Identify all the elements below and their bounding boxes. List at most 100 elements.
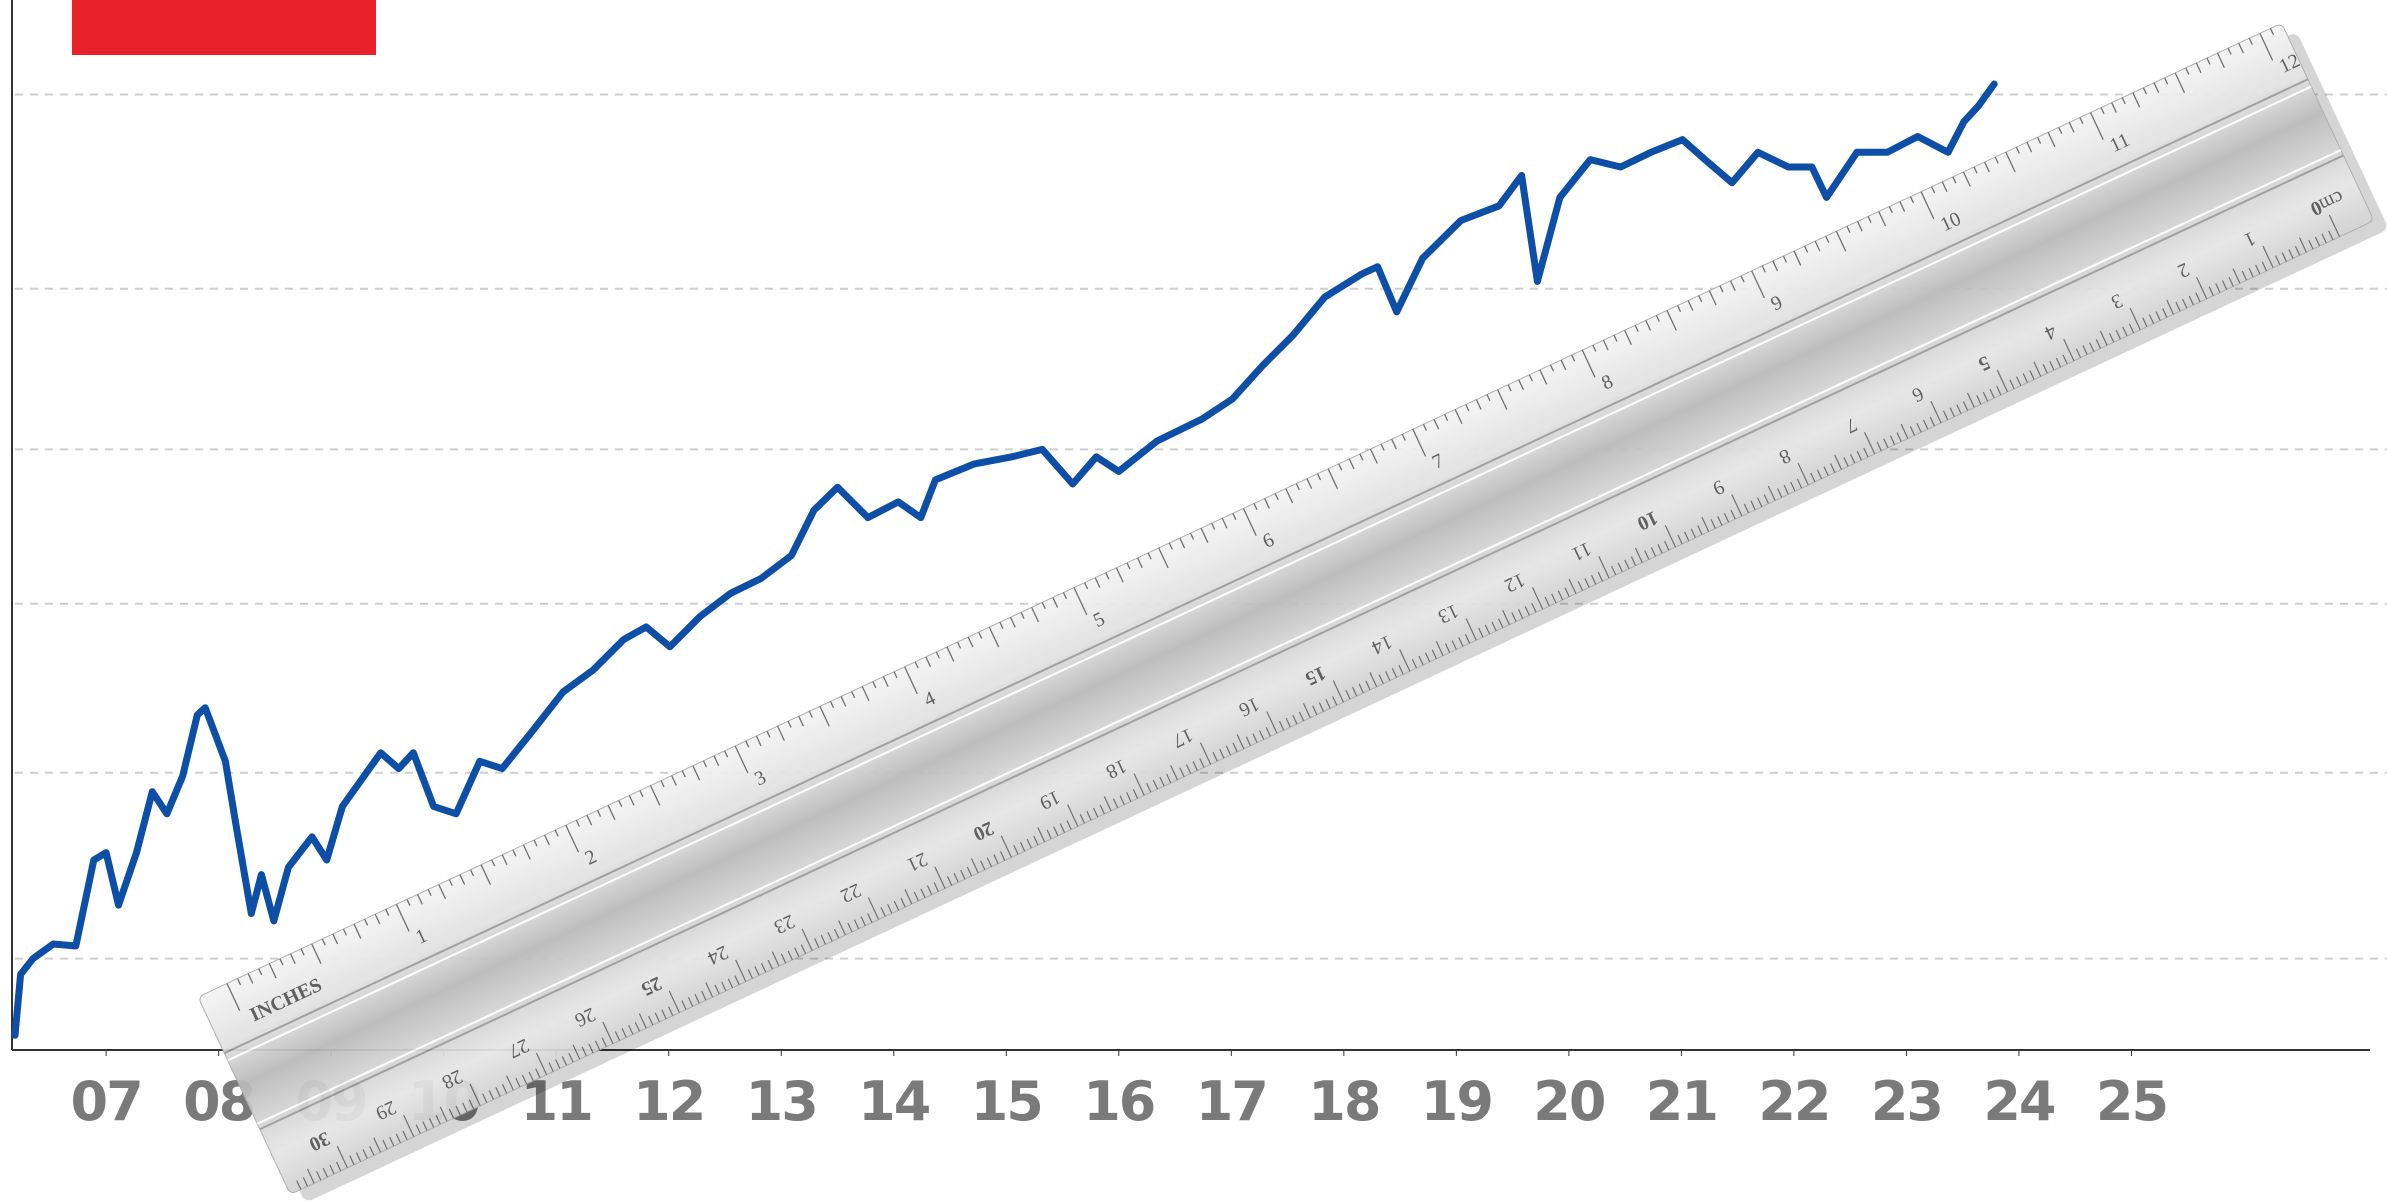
- ruler-tick: [594, 1040, 601, 1051]
- ruler-tick: [1358, 683, 1364, 694]
- ruler-tick: [1581, 349, 1596, 378]
- ruler-tick: [1252, 733, 1258, 743]
- ruler-tick: [960, 869, 966, 880]
- ruler-tick: [2058, 127, 2063, 134]
- x-tick-label: 13: [746, 1070, 817, 1133]
- ruler-tick: [406, 899, 411, 906]
- ruler-tick: [302, 1177, 309, 1187]
- ruler-tick: [833, 928, 840, 939]
- ruler-tick: [860, 916, 866, 926]
- ruler-tick: [1823, 466, 1829, 476]
- ruler-tick: [993, 854, 999, 864]
- x-tick-label: 24: [1983, 1070, 2055, 1133]
- ruler-tick: [1112, 798, 1119, 809]
- ruler-tick: [1212, 751, 1218, 762]
- ruler-tick: [353, 923, 362, 939]
- ruler-tick: [713, 755, 720, 767]
- ruler-tick: [1856, 450, 1862, 461]
- ruler-tick: [495, 1087, 501, 1097]
- ruler-tick: [1418, 655, 1424, 666]
- ruler-tick: [1242, 508, 1257, 536]
- ruler-tick: [1650, 547, 1657, 557]
- ruler-tick: [568, 1052, 574, 1063]
- ruler-tick: [2063, 338, 2075, 362]
- ruler-tick: [1676, 305, 1682, 313]
- ruler-tick: [1751, 270, 1765, 299]
- ruler-tick: [528, 1071, 534, 1082]
- ruler-tick: [1863, 447, 1869, 458]
- ruler-tick: [1982, 391, 1989, 402]
- ruler-tick: [300, 948, 305, 956]
- ruler-tick: [1657, 543, 1663, 554]
- ruler-tick: [468, 1099, 475, 1110]
- ruler-tick: [1549, 364, 1555, 372]
- ruler-tick: [1996, 369, 2009, 393]
- ruler-tick: [1119, 795, 1125, 805]
- ruler-tick: [735, 959, 747, 982]
- ruler-tick: [316, 1170, 322, 1181]
- ruler-tick: [638, 1013, 647, 1029]
- ruler-tick: [535, 1068, 541, 1079]
- ruler-tick: [1962, 401, 1969, 411]
- ruler-tick: [692, 765, 701, 781]
- ruler-tick: [2075, 348, 2082, 359]
- ruler-tick: [1531, 587, 1544, 610]
- ruler-groove: [256, 149, 2342, 1125]
- ruler-tick: [667, 1006, 674, 1016]
- ruler-tick: [681, 770, 686, 778]
- ruler-tick: [2142, 87, 2147, 95]
- ruler-tick: [1666, 310, 1677, 331]
- ruler-tick: [1942, 410, 1949, 421]
- ruler-tick: [336, 1145, 348, 1169]
- ruler-tick: [548, 1062, 554, 1072]
- ruler-tick: [588, 1043, 594, 1054]
- ruler-tick: [1258, 730, 1265, 740]
- ruler-tick: [2079, 117, 2084, 125]
- ruler-tick: [2216, 52, 2225, 68]
- ruler-tick: [332, 933, 339, 945]
- ruler-tick: [535, 1052, 548, 1075]
- x-tick-label: 12: [633, 1070, 704, 1133]
- ruler-tick: [1073, 587, 1088, 616]
- ruler-tick: [970, 858, 979, 874]
- ruler-tick: [934, 866, 946, 889]
- ruler-tick: [1816, 469, 1823, 480]
- ruler-tick: [1292, 714, 1298, 725]
- ruler-tick: [586, 814, 593, 826]
- ruler-tick: [480, 864, 492, 885]
- ruler-tick: [335, 1161, 342, 1172]
- ruler-tick: [355, 1152, 362, 1162]
- ruler-tick: [2015, 146, 2020, 154]
- ruler-tick: [926, 885, 933, 895]
- ruler-tick: [1325, 699, 1331, 709]
- ruler-tick: [1624, 329, 1632, 346]
- ruler-tick: [2055, 357, 2062, 368]
- ruler-tick: [1835, 230, 1847, 252]
- ruler-tick: [607, 805, 616, 821]
- ruler-tick: [428, 1118, 435, 1128]
- ruler-tick: [1232, 742, 1238, 753]
- ruler-tick: [880, 907, 886, 917]
- ruler-tick: [1444, 643, 1451, 653]
- ruler-tick: [596, 809, 602, 817]
- ruler-tick: [1517, 609, 1524, 619]
- ruler-tick: [2148, 314, 2155, 324]
- ruler-tick: [2227, 47, 2232, 55]
- x-tick-label: 20: [1533, 1070, 1604, 1133]
- ruler-groove: [259, 154, 2344, 1131]
- ruler-tick: [956, 641, 962, 649]
- ruler-tick: [1790, 481, 1796, 492]
- ruler-tick: [1496, 389, 1508, 410]
- ruler-tick: [349, 1155, 355, 1165]
- ruler-tick: [1677, 534, 1683, 545]
- x-tick-labels: 07080910111213141516171819202122232425: [71, 1050, 2169, 1133]
- ruler-tick: [1278, 720, 1285, 731]
- ruler-tick: [1298, 711, 1305, 722]
- ruler-tick: [1000, 835, 1012, 858]
- ruler-tick: [721, 981, 727, 992]
- ruler-tick: [2036, 136, 2042, 144]
- ruler-tick: [1398, 665, 1404, 675]
- ruler-tick: [1147, 552, 1152, 560]
- ruler-tick: [342, 928, 348, 936]
- ruler-tick: [501, 1084, 508, 1094]
